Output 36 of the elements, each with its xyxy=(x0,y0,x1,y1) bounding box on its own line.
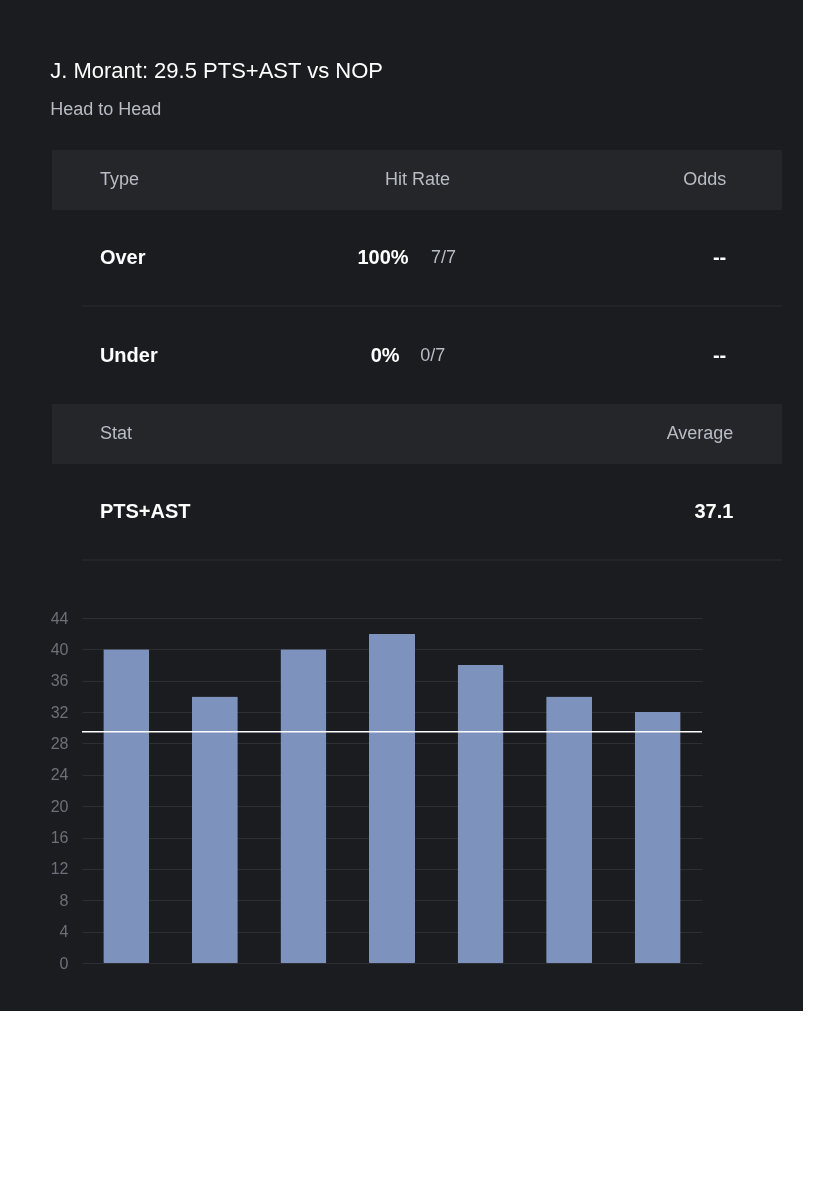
text: Odds xyxy=(683,169,727,189)
text: 0/7 xyxy=(420,345,446,365)
bar xyxy=(634,712,681,963)
y-tick-label: 28 xyxy=(50,734,69,752)
text: Average xyxy=(666,423,734,443)
y-tick-label: 8 xyxy=(59,891,69,909)
text: 0% xyxy=(370,344,400,366)
chart-title: J. Morant: 29.5 PTS+AST vs NOP xyxy=(50,58,383,83)
y-tick-label: 36 xyxy=(50,672,69,690)
text: 100% xyxy=(357,246,409,268)
y-tick-label: 12 xyxy=(50,860,69,878)
text: Type xyxy=(99,169,139,189)
bar xyxy=(546,696,593,963)
y-tick-label: 20 xyxy=(50,797,69,815)
text: Stat xyxy=(99,423,132,443)
text: -- xyxy=(712,344,727,366)
text: 7/7 xyxy=(430,247,456,267)
text: 37.1 xyxy=(694,500,734,522)
bar xyxy=(457,665,504,963)
text: -- xyxy=(712,246,727,268)
text: Hit Rate xyxy=(385,169,451,189)
bar xyxy=(191,696,238,963)
bar xyxy=(103,649,150,963)
y-tick-label: 44 xyxy=(50,609,69,627)
y-tick-label: 4 xyxy=(59,923,69,941)
bar xyxy=(369,633,415,963)
bar xyxy=(280,649,327,963)
y-tick-label: 32 xyxy=(50,703,69,721)
text: PTS+AST xyxy=(99,500,191,522)
chart-subtitle: Head to Head xyxy=(50,99,162,119)
y-tick-label: 0 xyxy=(59,954,69,972)
y-tick-label: 16 xyxy=(50,829,69,847)
text: Over xyxy=(99,246,146,268)
y-tick-label: 40 xyxy=(50,640,69,658)
y-tick-label: 24 xyxy=(50,766,69,784)
text: Under xyxy=(99,344,158,366)
